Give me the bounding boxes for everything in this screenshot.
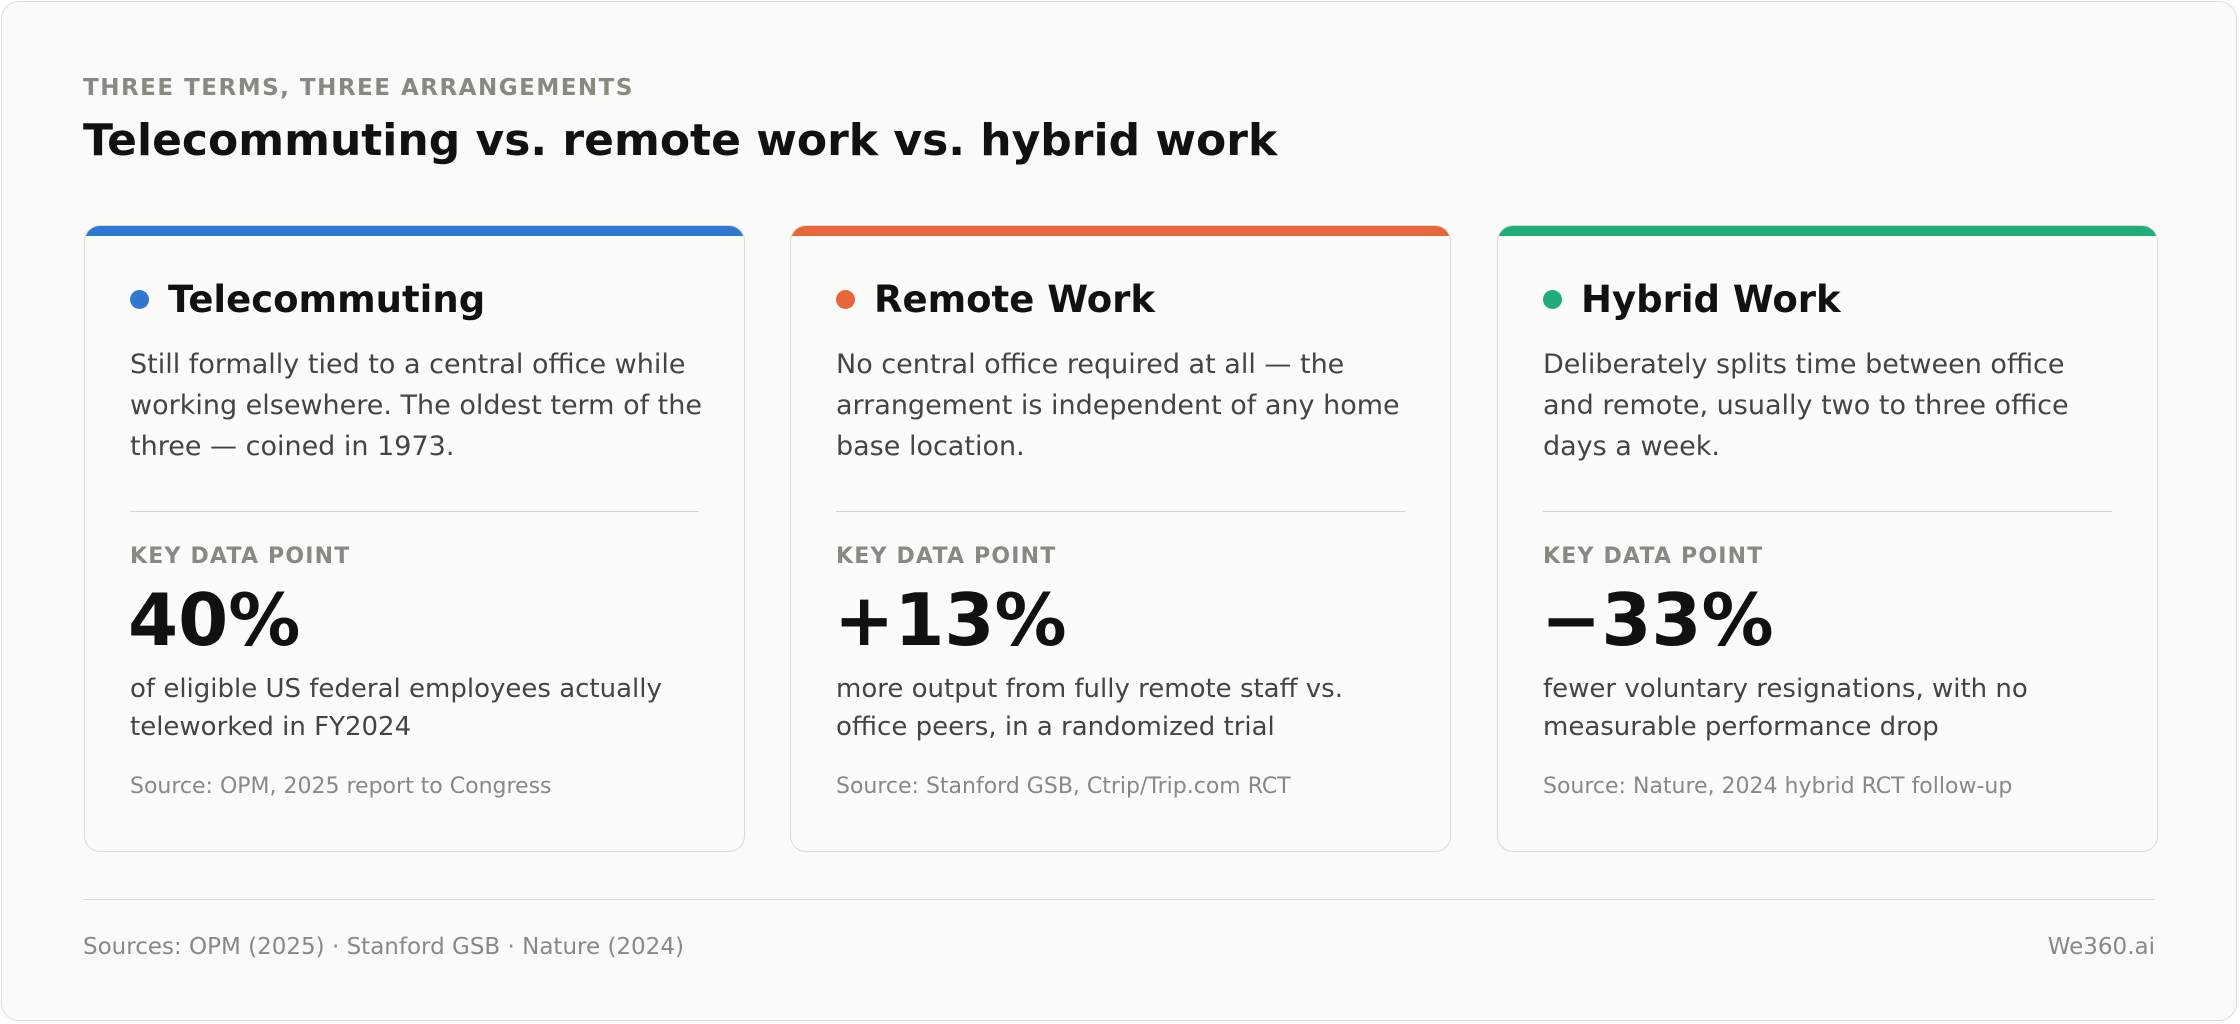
card-title: Remote Work [874,278,1155,321]
card-source: Source: Stanford GSB, Ctrip/Trip.com RCT [836,774,1291,799]
stat-caption: fewer voluntary resignations, with no me… [1543,674,2028,742]
card-divider [1543,511,2112,512]
color-dot [836,290,855,309]
footer-sources: Sources: OPM (2025) · Stanford GSB · Nat… [83,934,684,960]
card-title: Hybrid Work [1581,278,1841,321]
title: Telecommuting vs. remote work vs. hybrid… [83,115,1278,166]
card-description: No central office required at all — the … [836,349,1400,462]
color-dot [130,290,149,309]
card-divider [130,511,699,512]
eyebrow: THREE TERMS, THREE ARRANGEMENTS [83,75,634,101]
card: Telecommuting Still formally tied to a ce… [84,225,745,852]
card-heading: Telecommuting [130,278,485,321]
card-title: Telecommuting [168,278,486,321]
card-divider [836,511,1405,512]
card-description: Still formally tied to a central office … [130,349,702,462]
stat-caption: more output from fully remote staff vs. … [836,674,1343,742]
footer-brand: We360.ai [2047,934,2155,960]
card-source: Source: Nature, 2024 hybrid RCT follow-u… [1543,774,2013,799]
card-source: Source: OPM, 2025 report to Congress [130,774,552,799]
footer-divider [83,899,2155,900]
stat-label: KEY DATA POINT [1543,544,1764,569]
stat-value: +13% [834,578,1067,662]
card-heading: Hybrid Work [1543,278,1841,321]
card-heading: Remote Work [836,278,1155,321]
stat-label: KEY DATA POINT [836,544,1057,569]
stat-caption: of eligible US federal employees actuall… [130,674,662,742]
color-dot [1543,290,1562,309]
stat-label: KEY DATA POINT [130,544,351,569]
stat-value: −33% [1541,578,1774,662]
stat-value: 40% [128,578,301,662]
card-description: Deliberately splits time between office … [1543,349,2069,462]
card: Hybrid Work Deliberately splits time betw… [1497,225,2158,852]
card: Remote Work No central office required at… [790,225,1451,852]
